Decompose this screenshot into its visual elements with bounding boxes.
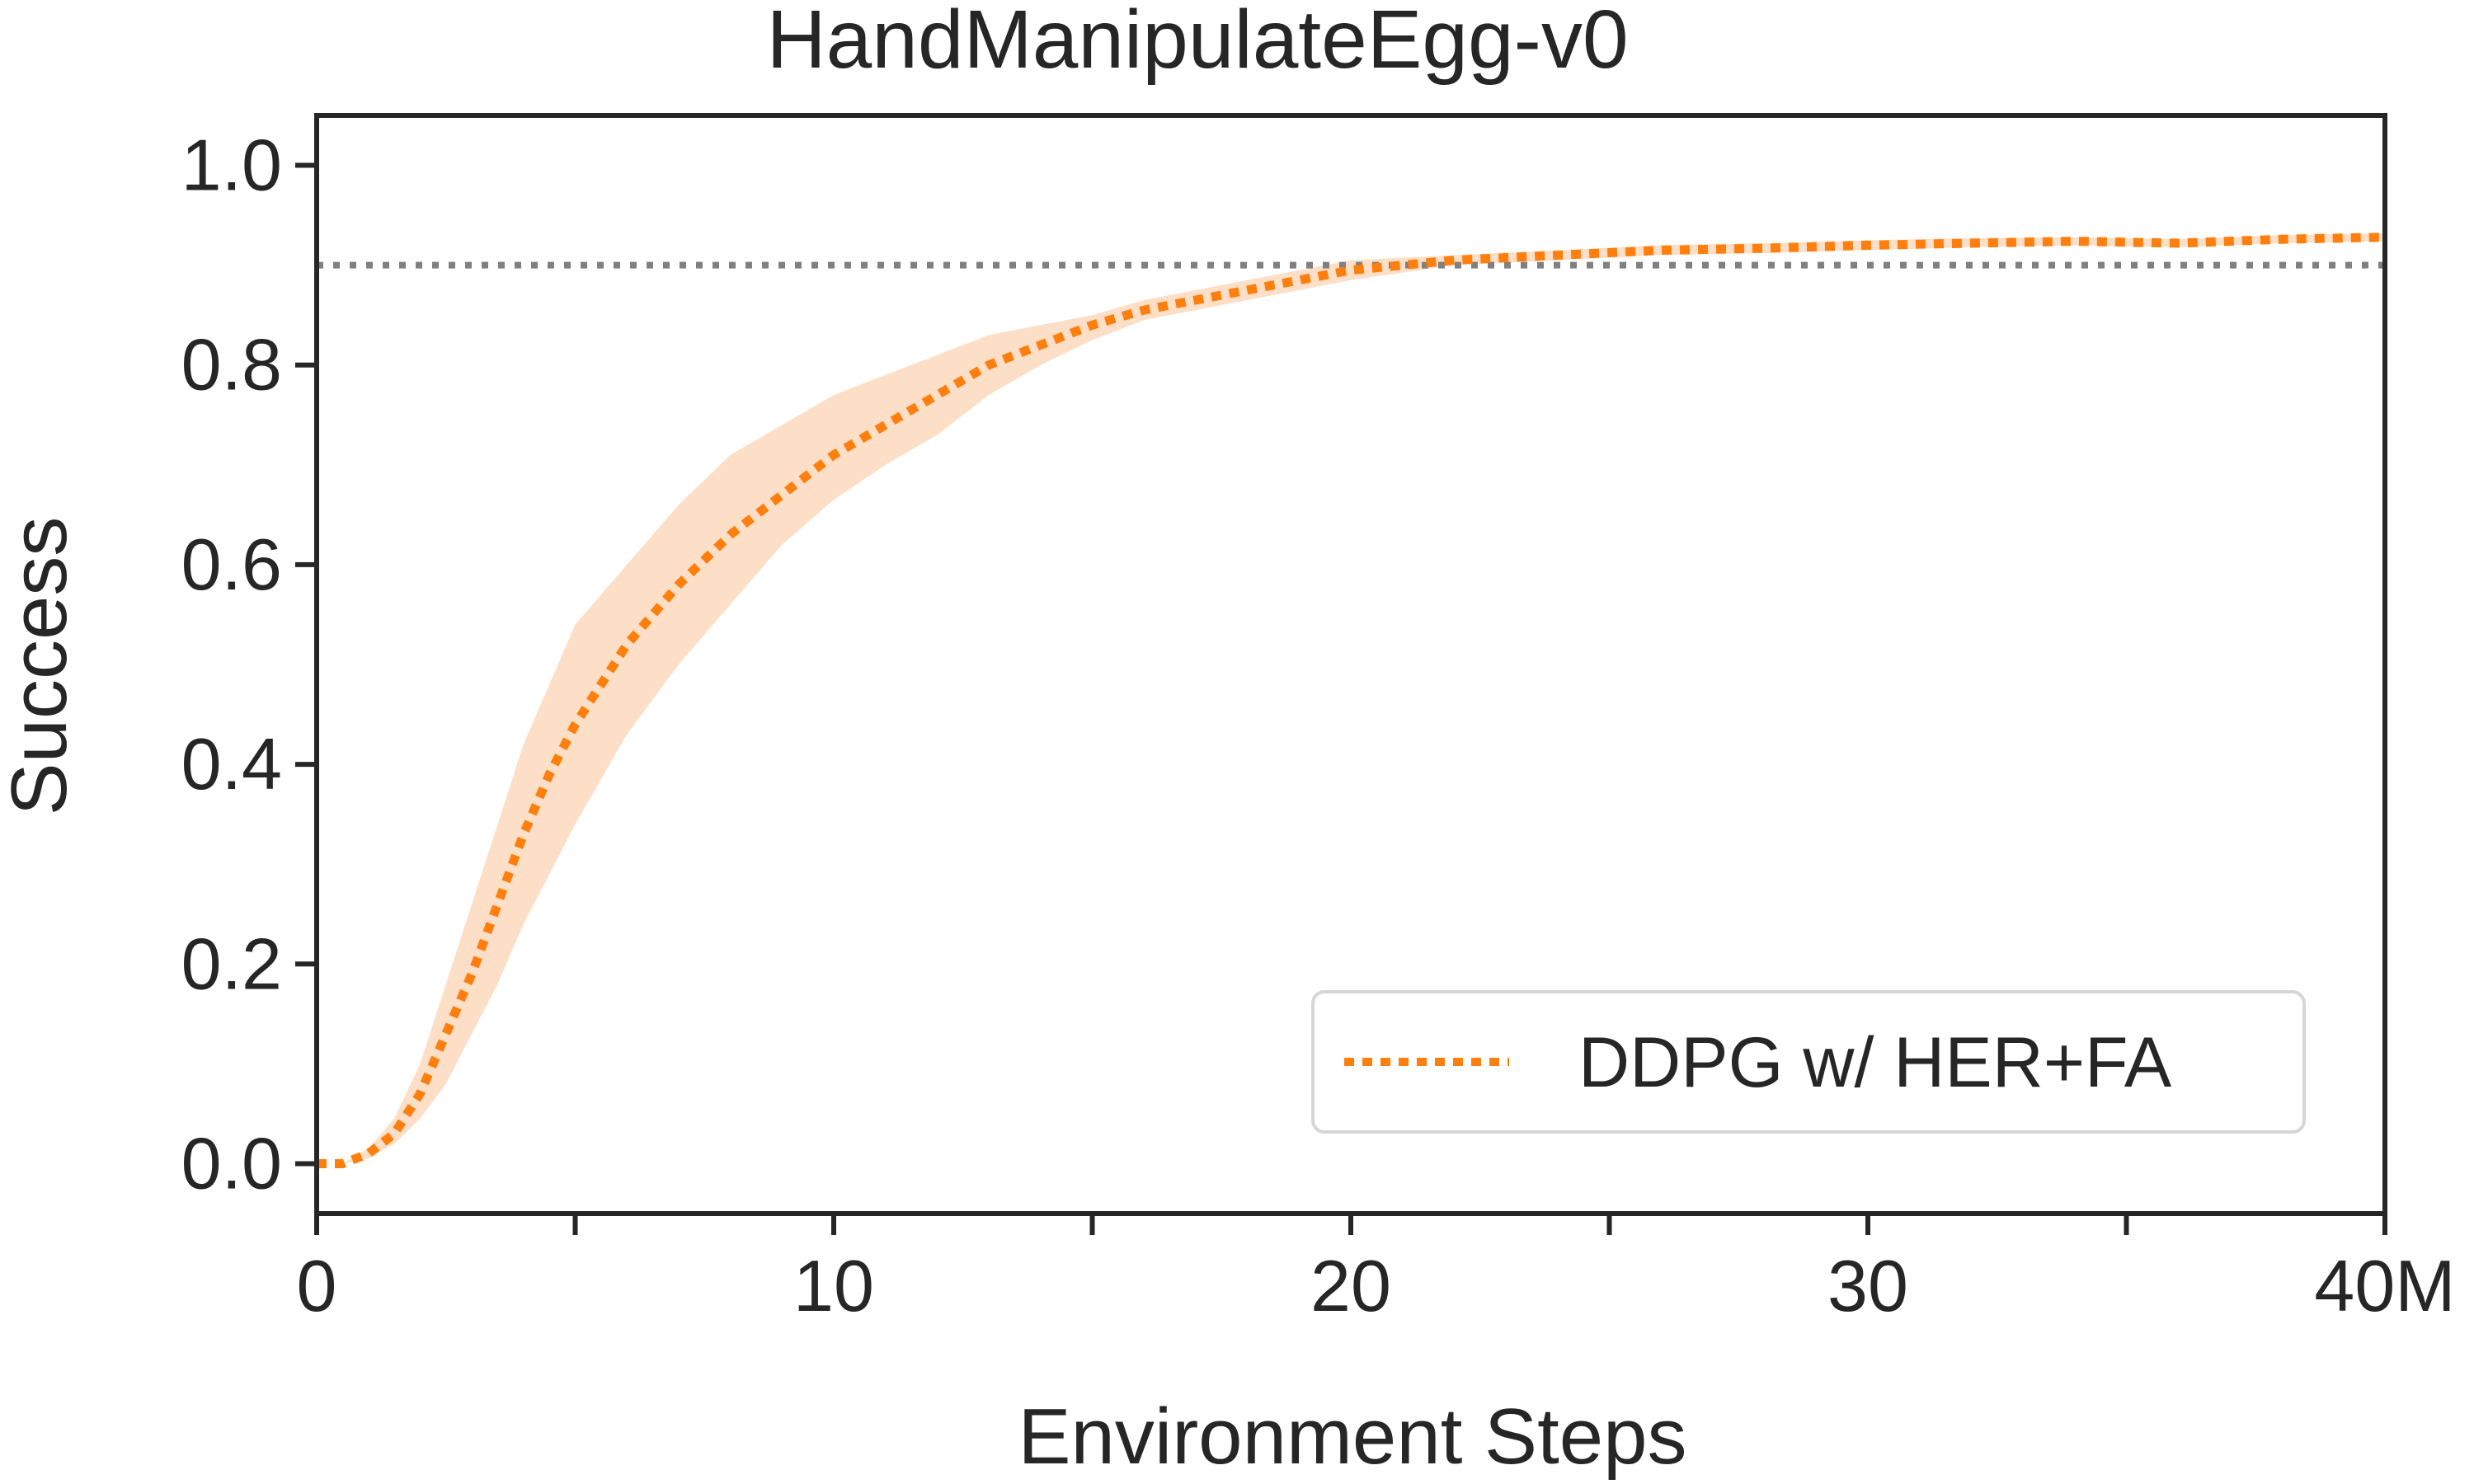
legend-frame xyxy=(1311,990,2306,1134)
x-axis-label: Environment Steps xyxy=(1018,1392,1686,1481)
y-axis-label: Success xyxy=(0,517,83,816)
y-tick-label: 0.4 xyxy=(181,723,282,805)
y-tick-label: 1.0 xyxy=(181,124,282,206)
series-line xyxy=(317,232,2386,1168)
series-band xyxy=(317,232,2385,1164)
y-tick-label: 0.6 xyxy=(181,524,282,605)
legend: DDPG w/ HER+FA xyxy=(1311,990,2306,1134)
chart-title: HandManipulateEgg-v0 xyxy=(766,0,1628,86)
y-tick-label: 0.8 xyxy=(181,324,282,406)
axis-layer: 0.0 0.2 0.4 0.6 0.8 1.0 0 10 20 30 40M xyxy=(181,113,2456,1327)
x-tick-label: 20 xyxy=(1310,1245,1391,1327)
legend-label: DDPG w/ HER+FA xyxy=(1578,1023,2172,1102)
y-tick-label: 0.0 xyxy=(181,1122,282,1204)
x-tick-label: 30 xyxy=(1827,1245,1908,1327)
y-tick-label: 0.2 xyxy=(181,923,282,1004)
x-tick-label: 10 xyxy=(793,1245,874,1327)
plot-layer xyxy=(317,232,2386,1168)
x-tick-label: 0 xyxy=(297,1245,337,1327)
x-tick-label: 40M xyxy=(2314,1245,2455,1327)
